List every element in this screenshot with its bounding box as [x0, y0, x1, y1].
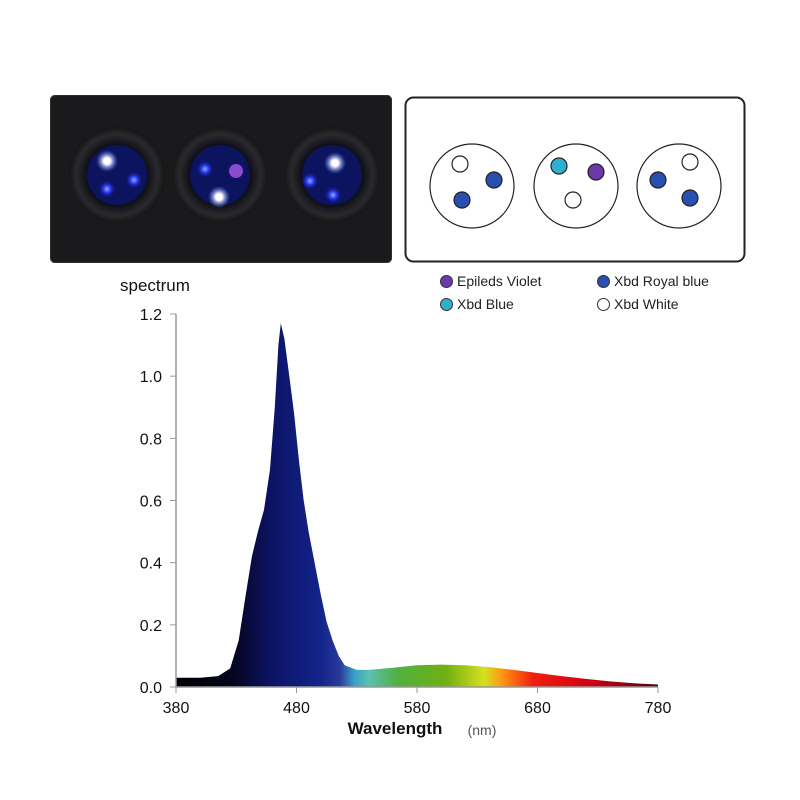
x-tick-label: 780: [645, 700, 672, 717]
y-tick-label: 1.0: [140, 369, 162, 386]
spectrum-chart: 0.0 0.2 0.4 0.6 0.8 1.0 1.2 380 480 580 680 780 Wav…: [140, 307, 672, 738]
violet-dot-icon: [440, 274, 453, 288]
y-tick-label: 0.8: [140, 431, 162, 448]
royal-blue-dot-icon: [597, 274, 610, 288]
legend-xbd-royal-blue: Xbd Royal blue: [597, 273, 709, 289]
y-tick-label: 1.2: [140, 307, 162, 324]
blue-dot-icon: [440, 297, 453, 311]
light-fixture-photo: [50, 95, 392, 263]
white-dot-icon: [597, 297, 610, 311]
x-axis-unit: (nm): [468, 722, 497, 738]
spectrum-area: [176, 323, 658, 687]
y-tick-label: 0.6: [140, 494, 162, 511]
x-tick-label: 580: [404, 700, 431, 717]
led-layout-diagram: [404, 96, 746, 263]
x-tick-label: 680: [524, 700, 551, 717]
x-tick-label: 480: [283, 700, 310, 717]
y-tick-label: 0.2: [140, 618, 162, 635]
led-well-right: [284, 127, 380, 223]
led-well-left: [69, 127, 165, 223]
legend-xbd-white: Xbd White: [597, 296, 679, 312]
x-axis-label: Wavelength: [348, 719, 443, 738]
legend-xbd-blue: Xbd Blue: [440, 296, 514, 312]
led-well-middle: [172, 127, 268, 223]
x-tick-label: 380: [163, 700, 190, 717]
y-tick-label: 0.4: [140, 556, 162, 573]
y-tick-label: 0.0: [140, 680, 162, 697]
legend-epileds-violet: Epileds Violet: [440, 273, 542, 289]
chart-title: spectrum: [120, 276, 190, 295]
